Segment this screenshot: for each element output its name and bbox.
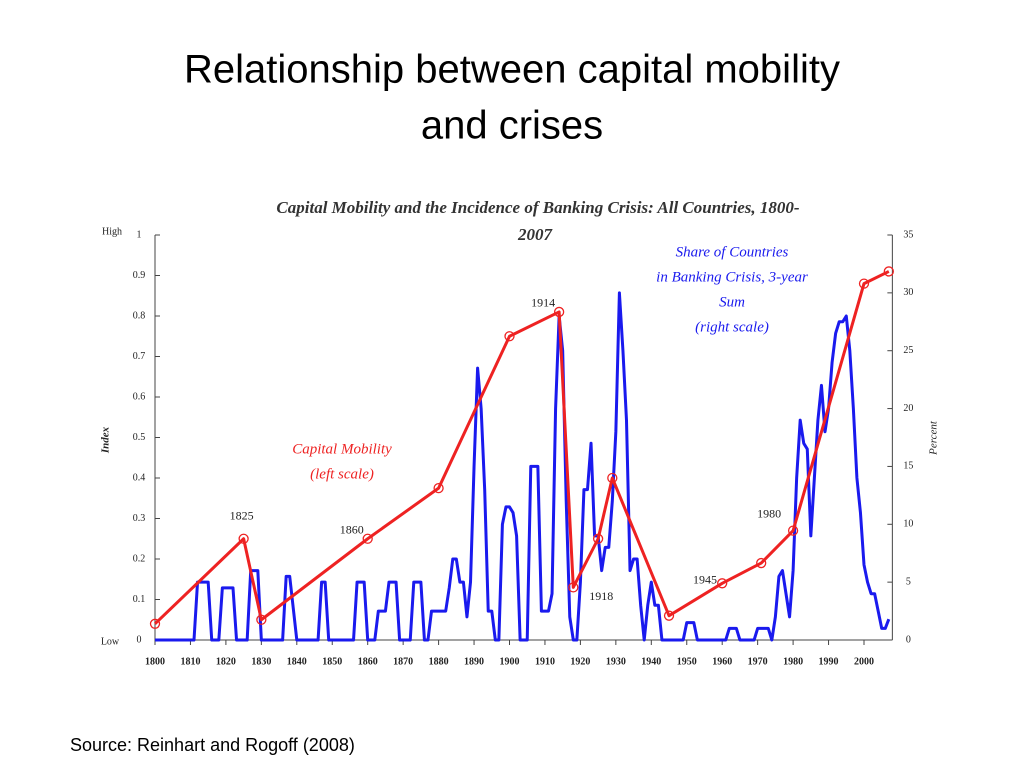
point-label: 1945	[693, 572, 717, 586]
x-tick-label: 1920	[570, 656, 590, 667]
x-tick-label: 1980	[783, 656, 803, 667]
marker	[592, 533, 604, 544]
x-tick-label: 1890	[464, 656, 484, 667]
marker	[663, 610, 675, 621]
legend-label: (right scale)	[695, 319, 769, 335]
y2-tick-label: 20	[903, 403, 913, 414]
marker	[238, 533, 249, 544]
marker	[858, 278, 870, 289]
chart-title: Capital Mobility and the Incidence of Ba…	[276, 198, 799, 217]
y2-tick-label: 35	[903, 229, 913, 240]
chart-title: 2007	[517, 225, 554, 244]
legend-label: (left scale)	[310, 466, 374, 482]
x-tick-label: 1860	[358, 656, 378, 667]
y-axis-label: Index	[100, 426, 112, 454]
y2-tick-label: 25	[903, 345, 913, 356]
y-tick-label: 1	[137, 229, 142, 240]
y2-tick-label: 30	[903, 287, 913, 298]
x-tick-label: 1810	[180, 656, 200, 667]
y2-axis-label: Percent	[928, 420, 940, 456]
point-label: 1914	[531, 296, 555, 310]
marker	[553, 306, 565, 318]
legend-label: Share of Countries	[676, 244, 789, 260]
x-tick-label: 1950	[677, 656, 697, 667]
y-high-label: High	[102, 226, 122, 237]
point-label: 1860	[340, 523, 364, 537]
x-tick-label: 1910	[535, 656, 555, 667]
point-label: 1918	[589, 589, 613, 603]
y-tick-label: 0.7	[133, 351, 146, 362]
x-tick-label: 2000	[854, 656, 874, 667]
y2-tick-label: 15	[903, 461, 913, 472]
x-tick-label: 1800	[145, 656, 165, 667]
slide-title: Relationship between capital mobility	[184, 48, 840, 92]
marker	[433, 482, 444, 494]
x-tick-label: 1830	[251, 656, 271, 667]
y-tick-label: 0.3	[133, 513, 146, 524]
y-tick-label: 0.8	[133, 310, 146, 321]
x-tick-label: 1990	[819, 656, 839, 667]
marker	[504, 331, 515, 342]
marker	[756, 557, 767, 569]
y-tick-label: 0.6	[133, 391, 146, 402]
y-tick-label: 0.1	[133, 594, 146, 605]
x-tick-label: 1850	[322, 656, 342, 667]
marker	[362, 533, 373, 544]
y-tick-label: 0.2	[133, 553, 146, 564]
y-tick-label: 0	[137, 634, 142, 645]
marker	[607, 472, 618, 484]
legend-label: Capital Mobility	[292, 441, 392, 457]
y-low-label: Low	[101, 636, 120, 647]
x-tick-label: 1880	[429, 656, 449, 667]
marker	[717, 578, 728, 589]
series-line	[153, 270, 890, 625]
legend-label: Sum	[719, 294, 745, 310]
x-tick-label: 1930	[606, 656, 626, 667]
x-tick-label: 1820	[216, 656, 236, 667]
y2-tick-label: 5	[906, 576, 911, 587]
x-tick-label: 1870	[393, 656, 413, 667]
y2-tick-label: 10	[903, 519, 913, 530]
point-label: 1980	[757, 506, 781, 520]
source: Source: Reinhart and Rogoff (2008)	[70, 735, 355, 755]
x-tick-label: 1970	[748, 656, 768, 667]
marker	[883, 266, 894, 277]
x-tick-label: 1940	[641, 656, 661, 667]
x-tick-label: 1900	[500, 656, 520, 667]
y-tick-label: 0.9	[133, 270, 146, 281]
marker	[787, 525, 799, 536]
slide-title: and crises	[421, 104, 603, 148]
legend-label: in Banking Crisis, 3-year	[656, 269, 808, 285]
marker	[256, 614, 267, 625]
series-line	[155, 291, 891, 642]
marker	[568, 582, 579, 593]
y-tick-label: 0.4	[133, 472, 146, 483]
x-tick-label: 1840	[287, 656, 307, 667]
y2-tick-label: 0	[906, 634, 911, 645]
x-tick-label: 1960	[712, 656, 732, 667]
marker	[149, 618, 161, 629]
y-tick-label: 0.5	[133, 432, 146, 443]
point-label: 1825	[230, 509, 254, 523]
